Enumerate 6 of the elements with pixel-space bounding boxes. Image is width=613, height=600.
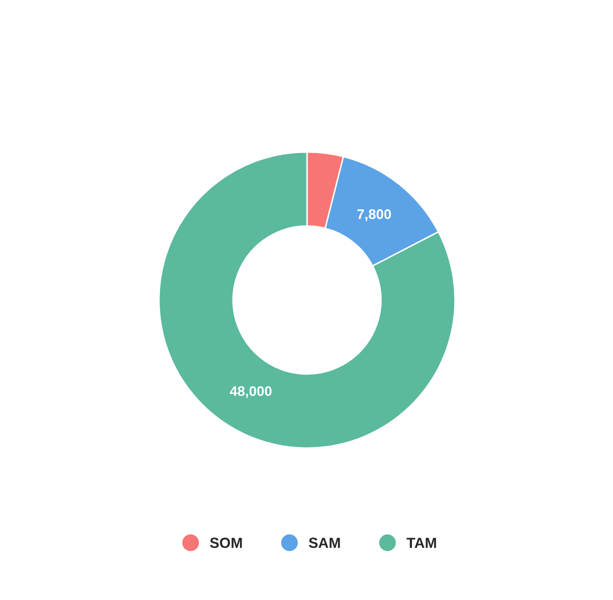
legend-label: SAM [308, 538, 340, 548]
donut-slice [158, 151, 456, 449]
data-label: 7,800 [357, 209, 391, 222]
legend-label: SOM [210, 538, 242, 548]
legend-label: TAM [406, 538, 436, 548]
data-label: 48,000 [230, 386, 272, 398]
